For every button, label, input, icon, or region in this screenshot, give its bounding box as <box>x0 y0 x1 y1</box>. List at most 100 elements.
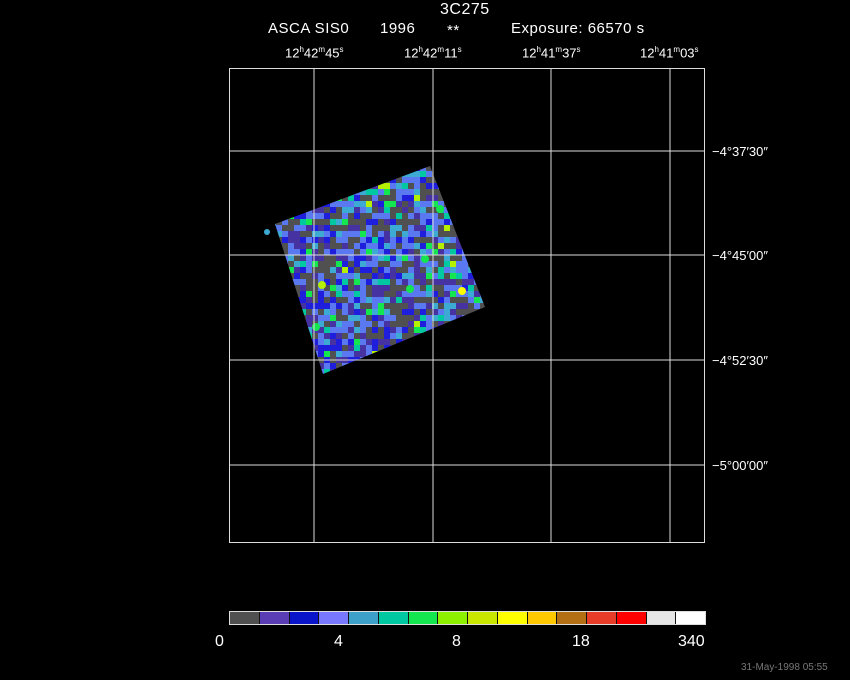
image-pixel <box>462 339 468 345</box>
image-pixel <box>312 303 318 309</box>
image-pixel <box>450 339 456 345</box>
image-pixel <box>324 273 330 279</box>
image-pixel <box>275 195 276 201</box>
image-pixel <box>462 279 468 285</box>
image-pixel <box>348 177 354 183</box>
image-pixel <box>414 309 420 315</box>
image-pixel <box>342 291 348 297</box>
image-pixel <box>306 159 312 165</box>
image-pixel <box>462 255 468 261</box>
quality-flag: ** <box>447 22 460 39</box>
image-pixel <box>318 291 324 297</box>
image-pixel <box>384 243 390 249</box>
image-pixel <box>474 279 480 285</box>
image-pixel <box>420 363 426 369</box>
image-pixel <box>450 363 456 369</box>
image-pixel <box>462 369 468 374</box>
image-pixel <box>360 327 366 333</box>
image-pixel <box>354 195 360 201</box>
image-pixel <box>378 231 384 237</box>
image-pixel <box>348 201 354 207</box>
image-pixel <box>306 255 312 261</box>
image-pixel <box>294 285 300 291</box>
image-pixel <box>372 339 378 345</box>
image-pixel <box>378 303 384 309</box>
image-pixel <box>366 249 372 255</box>
image-pixel <box>366 267 372 273</box>
image-pixel <box>324 166 330 171</box>
image-pixel <box>420 273 426 279</box>
image-pixel <box>474 201 480 207</box>
image-pixel <box>462 249 468 255</box>
image-pixel <box>396 333 402 339</box>
image-pixel <box>288 261 294 267</box>
image-pixel <box>402 369 408 374</box>
image-pixel <box>420 339 426 345</box>
image-pixel <box>336 369 342 374</box>
image-pixel <box>348 285 354 291</box>
image-pixel <box>420 267 426 273</box>
instrument-label: ASCA SIS0 <box>268 20 350 37</box>
image-pixel <box>432 267 438 273</box>
image-pixel <box>420 159 426 165</box>
image-pixel <box>330 339 336 345</box>
image-pixel <box>276 363 282 369</box>
image-pixel <box>444 166 450 171</box>
image-pixel <box>468 225 474 231</box>
image-pixel <box>486 303 492 309</box>
image-pixel <box>275 201 276 207</box>
image-pixel <box>438 303 444 309</box>
image-pixel <box>275 351 276 357</box>
image-pixel <box>426 333 432 339</box>
image-pixel <box>324 219 330 225</box>
image-pixel <box>444 309 450 315</box>
image-pixel <box>456 189 462 195</box>
image-pixel <box>438 279 444 285</box>
image-pixel <box>468 213 474 219</box>
image-pixel <box>318 345 324 351</box>
image-pixel <box>450 171 456 177</box>
image-pixel <box>300 327 306 333</box>
image-pixel <box>438 345 444 351</box>
image-pixel <box>348 267 354 273</box>
image-pixel <box>402 201 408 207</box>
image-pixel <box>336 351 342 357</box>
image-pixel <box>480 207 485 213</box>
image-pixel <box>378 291 384 297</box>
image-pixel <box>396 189 402 195</box>
image-pixel <box>402 303 408 309</box>
image-pixel <box>275 273 276 279</box>
image-pixel <box>324 297 330 303</box>
image-pixel <box>294 166 300 171</box>
image-pixel <box>330 189 336 195</box>
image-pixel <box>276 315 282 321</box>
colorbar-label-2: 4 <box>334 633 343 650</box>
image-pixel <box>306 303 312 309</box>
image-pixel <box>318 321 324 327</box>
image-pixel <box>330 166 336 171</box>
image-pixel <box>275 249 276 255</box>
image-pixel <box>426 309 432 315</box>
image-pixel <box>486 267 492 273</box>
image-pixel <box>432 207 438 213</box>
image-pixel <box>360 321 366 327</box>
image-pixel <box>282 249 288 255</box>
image-pixel <box>354 243 360 249</box>
image-pixel <box>282 309 288 315</box>
image-pixel <box>318 315 324 321</box>
image-pixel <box>420 177 426 183</box>
image-pixel <box>396 363 402 369</box>
image-pixel <box>312 339 318 345</box>
image-pixel <box>324 375 330 381</box>
image-pixel <box>450 189 456 195</box>
image-pixel <box>402 333 408 339</box>
image-pixel <box>282 303 288 309</box>
image-pixel <box>324 243 330 249</box>
image-pixel <box>480 171 485 177</box>
image-pixel <box>414 345 420 351</box>
image-pixel <box>414 231 420 237</box>
image-pixel <box>378 351 384 357</box>
image-pixel <box>480 195 485 201</box>
image-pixel <box>450 195 456 201</box>
color-segment <box>468 612 498 624</box>
